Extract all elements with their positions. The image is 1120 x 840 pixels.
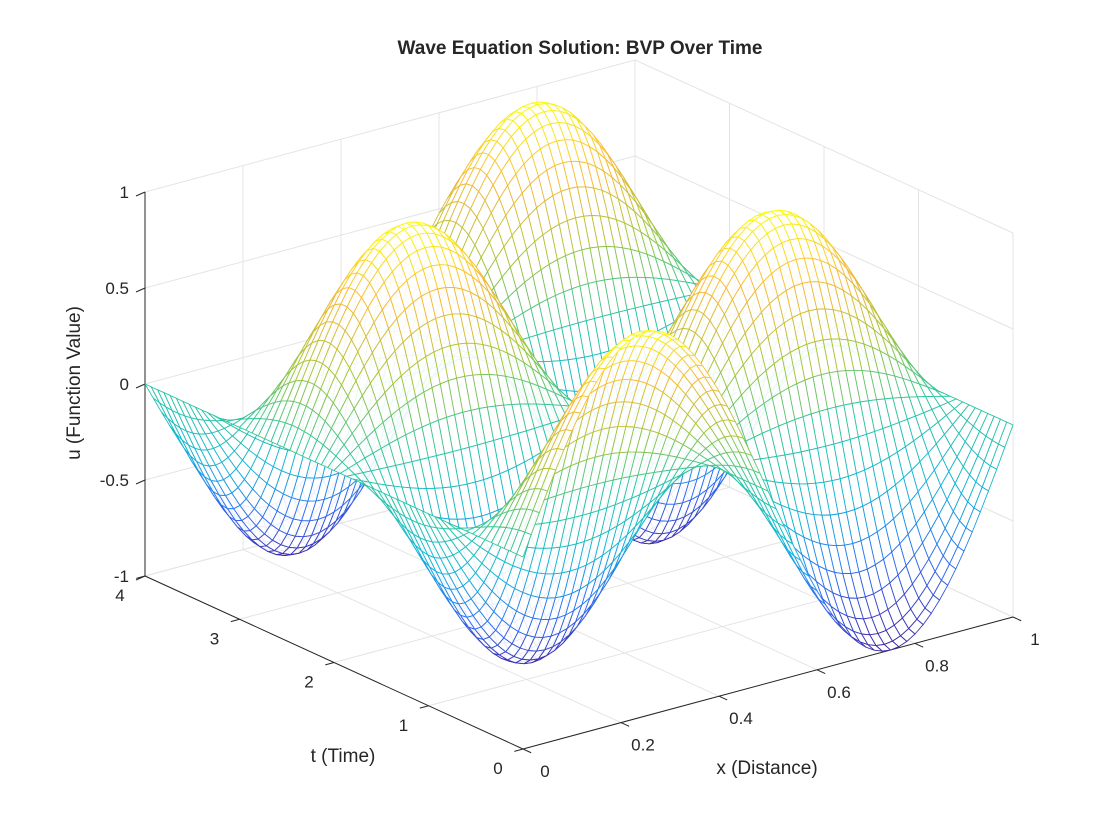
x-tick-label: 0.4	[729, 709, 753, 728]
chart-title: Wave Equation Solution: BVP Over Time	[398, 38, 763, 59]
x-tick-label: 0.8	[925, 656, 949, 675]
t-tick-label: 2	[304, 673, 313, 692]
z-tick-label: 0.5	[105, 279, 129, 298]
t-tick-mark	[230, 618, 240, 623]
x-tick-label: 0.6	[827, 683, 851, 702]
z-tick-mark	[135, 287, 146, 293]
axes-box	[135, 191, 1022, 754]
x-tick-label: 0	[540, 762, 549, 781]
t-tick-label: 3	[210, 629, 219, 648]
z-tick-label: 1	[120, 183, 129, 202]
back-wall-grid-line	[144, 59, 636, 193]
tick-labels: 0 0.2 0.4 0.6 0.8 1 0 1 2 3 4-1 -0.5 0 0.5 1	[100, 183, 1040, 781]
x-axis-label: x (Distance)	[716, 758, 817, 779]
x-tick-label: 0.2	[631, 736, 655, 755]
t-tick-label: 0	[493, 759, 502, 778]
x-tick-mark	[718, 695, 728, 701]
x-tick-mark	[816, 669, 826, 675]
surface-mesh	[143, 101, 1014, 665]
x-tick-label: 1	[1030, 630, 1039, 649]
x-tick-mark	[620, 722, 630, 727]
z-axis-label: u (Function Value)	[64, 306, 85, 460]
side-wall-grid-line	[634, 59, 1014, 234]
surface-cell	[516, 531, 532, 558]
z-tick-mark	[135, 191, 146, 197]
t-tick-mark	[419, 705, 429, 709]
x-tick-mark	[522, 748, 532, 754]
x-tick-mark	[1012, 616, 1022, 622]
x-tick-mark	[914, 642, 924, 648]
t-axis-label: t (Time)	[311, 746, 376, 767]
t-tick-label: 1	[399, 716, 408, 735]
t-tick-mark	[325, 662, 335, 666]
t-tick-mark	[514, 748, 524, 752]
z-tick-label: -0.5	[100, 471, 129, 490]
z-tick-label: 0	[120, 375, 129, 394]
z-tick-mark	[135, 383, 146, 389]
z-tick-label: -1	[114, 567, 129, 586]
x-axis-line	[522, 616, 1014, 750]
z-tick-mark	[135, 575, 146, 581]
t-tick-label: 4	[115, 586, 124, 605]
z-tick-mark	[135, 479, 146, 485]
